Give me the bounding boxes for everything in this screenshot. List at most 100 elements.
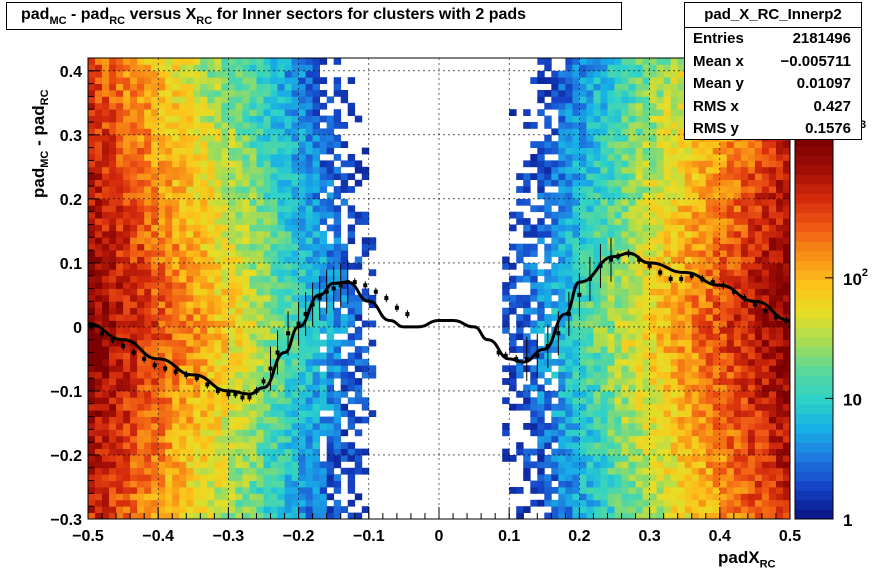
heatmap-cell (263, 378, 271, 385)
heatmap-cell (551, 467, 559, 475)
heatmap-cell (200, 218, 208, 225)
heatmap-cell (740, 320, 749, 328)
heatmap-cell (88, 448, 96, 456)
heatmap-cell (165, 154, 173, 161)
heatmap-cell (193, 288, 201, 296)
heatmap-cell (186, 262, 194, 270)
heatmap-cell (712, 141, 721, 148)
heatmap-cell (179, 147, 187, 155)
heatmap-cell (179, 250, 187, 257)
heatmap-cell (88, 90, 96, 97)
heatmap-cell (677, 218, 686, 225)
heatmap-cell (116, 179, 124, 187)
heatmap-cell (628, 70, 636, 78)
heatmap-cell (319, 487, 328, 494)
heatmap-cell (95, 218, 103, 225)
heatmap-cell (270, 346, 278, 353)
heatmap-cell (663, 314, 671, 321)
heatmap-cell (305, 77, 313, 84)
heatmap-cell (558, 506, 566, 513)
heatmap-cell (579, 435, 587, 443)
heatmap-cell (179, 358, 187, 366)
heatmap-cell (256, 371, 264, 379)
heatmap-cell (326, 326, 335, 334)
heatmap-cell (663, 64, 671, 72)
heatmap-cell (116, 237, 124, 245)
heatmap-cell (130, 115, 138, 123)
heatmap-cell (719, 186, 728, 193)
heatmap-cell (284, 70, 292, 78)
heatmap-cell (95, 410, 103, 417)
heatmap-cell (249, 109, 257, 116)
heatmap-cell (319, 77, 328, 84)
heatmap-cell (270, 352, 278, 360)
heatmap-cell (95, 192, 103, 200)
heatmap-cell (593, 314, 601, 321)
heatmap-cell (305, 493, 313, 501)
heatmap-cell (298, 83, 306, 91)
heatmap-cell (291, 410, 299, 417)
heatmap-cell (642, 256, 650, 264)
heatmap-cell (88, 442, 96, 449)
heatmap-cell (684, 294, 693, 302)
heatmap-cell (95, 96, 103, 104)
heatmap-cell (621, 423, 629, 430)
heatmap-cell (172, 442, 180, 449)
heatmap-cell (165, 205, 173, 213)
heatmap-cell (340, 269, 349, 277)
heatmap-cell (586, 115, 594, 123)
heatmap-cell (628, 493, 636, 501)
heatmap-cell (579, 461, 587, 469)
heatmap-cell (516, 294, 524, 302)
heatmap-cell (151, 205, 159, 213)
heatmap-cell (600, 269, 608, 277)
heatmap-cell (628, 442, 636, 449)
heatmap-cell (628, 173, 636, 180)
heatmap-cell (207, 429, 215, 437)
heatmap-cell (186, 506, 194, 513)
heatmap-cell (200, 346, 208, 353)
heatmap-cell (298, 448, 306, 456)
heatmap-cell (663, 474, 671, 481)
heatmap-cell (249, 64, 257, 72)
heatmap-cell (621, 115, 629, 123)
heatmap-cell (284, 455, 292, 462)
heatmap-cell (607, 429, 615, 437)
heatmap-cell (579, 224, 587, 232)
heatmap-cell (123, 250, 131, 257)
heatmap-cell (109, 320, 117, 328)
heatmap-cell (551, 90, 559, 97)
heatmap-cell (712, 499, 721, 507)
heatmap-cell (691, 390, 700, 398)
heatmap-cell (600, 326, 608, 334)
heatmap-cell (347, 294, 356, 302)
heatmap-cell (740, 403, 749, 411)
heatmap-cell (670, 301, 679, 309)
heatmap-cell (123, 83, 131, 91)
heatmap-cell (130, 230, 138, 238)
heatmap-cell (214, 109, 222, 116)
heatmap-cell (670, 365, 679, 373)
heatmap-cell (207, 480, 215, 488)
heatmap-cell (628, 262, 636, 270)
heatmap-cell (95, 333, 103, 341)
heatmap-cell (109, 499, 117, 507)
heatmap-cell (186, 198, 194, 206)
heatmap-cell (151, 160, 159, 168)
heatmap-cell (705, 493, 714, 501)
heatmap-cell (747, 506, 756, 513)
heatmap-cell (291, 237, 299, 245)
heatmap-cell (368, 339, 377, 347)
heatmap-cell (635, 282, 643, 289)
heatmap-cell (354, 455, 363, 462)
heatmap-cell (333, 339, 342, 347)
heatmap-cell (677, 320, 686, 328)
heatmap-cell (123, 461, 131, 469)
heatmap-cell (235, 320, 243, 328)
heatmap-cell (116, 416, 124, 424)
heatmap-cell (158, 237, 166, 245)
heatmap-cell (649, 467, 657, 475)
heatmap-cell (256, 326, 264, 334)
heatmap-cell (593, 301, 601, 309)
heatmap-cell (558, 173, 566, 180)
